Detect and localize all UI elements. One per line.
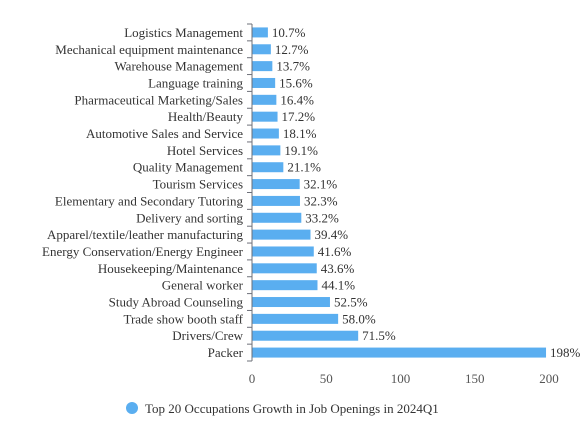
value-label: 17.2%	[282, 109, 316, 124]
bar[interactable]	[252, 297, 330, 308]
value-label: 52.5%	[334, 295, 368, 310]
x-tick-label: 50	[320, 371, 333, 386]
bar[interactable]	[252, 280, 318, 291]
bar[interactable]	[252, 229, 311, 240]
category-label: Health/Beauty	[168, 109, 244, 124]
bar[interactable]	[252, 61, 273, 72]
axes-group	[247, 23, 253, 362]
value-labels: 10.7% 12.7% 13.7%15.6% 16.4% 17.2% 18.1% 19.1%…	[272, 25, 581, 360]
category-label: Tourism Services	[153, 177, 243, 192]
value-label: 198%	[550, 345, 581, 360]
value-label: 12.7%	[275, 42, 309, 57]
category-label: Packer	[208, 345, 244, 360]
category-label: Hotel Services	[167, 143, 243, 158]
category-label: Trade show booth staff	[123, 311, 243, 326]
value-label: 39.4%	[315, 227, 349, 242]
bar[interactable]	[252, 246, 314, 257]
category-label: Quality Management	[133, 160, 243, 175]
value-label: 41.6%	[318, 244, 352, 259]
category-label: Apparel/textile/leather manufacturing	[47, 227, 243, 242]
value-label: 15.6%	[279, 75, 313, 90]
value-label: 44.1%	[321, 278, 355, 293]
category-label: Energy Conservation/Energy Engineer	[42, 244, 244, 259]
value-label: 21.1%	[287, 160, 321, 175]
legend-label[interactable]: Top 20 Occupations Growth in Job Opening…	[145, 401, 439, 416]
bar[interactable]	[252, 212, 302, 223]
category-label: Automotive Sales and Service	[86, 126, 243, 141]
value-label: 10.7%	[272, 25, 306, 40]
bar[interactable]	[252, 162, 284, 173]
bar[interactable]	[252, 179, 300, 190]
bar[interactable]	[252, 330, 359, 341]
value-label: 58.0%	[342, 311, 376, 326]
bar[interactable]	[252, 27, 268, 38]
category-label: Study Abroad Counseling	[109, 295, 244, 310]
bar[interactable]	[252, 111, 278, 122]
legend-marker[interactable]	[126, 402, 138, 414]
category-label: Delivery and sorting	[136, 210, 243, 225]
category-labels: Logistics Management Mechanical equipment…	[42, 25, 244, 360]
category-label: Elementary and Secondary Tutoring	[55, 193, 244, 208]
value-label: 13.7%	[276, 59, 310, 74]
x-tick-labels: 0 50 100 150 200	[249, 371, 559, 386]
category-label: Logistics Management	[124, 25, 243, 40]
x-tick-label: 200	[539, 371, 559, 386]
category-label: Housekeeping/Maintenance	[98, 261, 243, 276]
x-tick-label: 0	[249, 371, 256, 386]
bar[interactable]	[252, 77, 276, 88]
value-label: 43.6%	[321, 261, 355, 276]
bar[interactable]	[252, 263, 317, 274]
value-label: 16.4%	[280, 92, 314, 107]
bar[interactable]	[252, 44, 271, 55]
bar[interactable]	[252, 195, 300, 206]
category-label: Mechanical equipment maintenance	[55, 42, 243, 57]
bar[interactable]	[252, 94, 277, 105]
bars-group	[252, 27, 547, 358]
bar[interactable]	[252, 347, 547, 358]
legend[interactable]: Top 20 Occupations Growth in Job Opening…	[126, 401, 439, 416]
bar[interactable]	[252, 128, 279, 139]
category-label: Drivers/Crew	[172, 328, 243, 343]
value-label: 18.1%	[283, 126, 317, 141]
bar[interactable]	[252, 145, 281, 156]
value-label: 32.3%	[304, 193, 338, 208]
value-label: 32.1%	[304, 177, 338, 192]
x-tick-label: 150	[465, 371, 485, 386]
value-label: 19.1%	[284, 143, 318, 158]
category-label: Language training	[148, 75, 243, 90]
value-label: 33.2%	[305, 210, 339, 225]
value-label: 71.5%	[362, 328, 396, 343]
category-label: Pharmaceutical Marketing/Sales	[74, 92, 243, 107]
bar[interactable]	[252, 313, 339, 324]
x-tick-label: 100	[391, 371, 411, 386]
category-label: General worker	[162, 278, 244, 293]
category-label: Warehouse Management	[114, 59, 243, 74]
